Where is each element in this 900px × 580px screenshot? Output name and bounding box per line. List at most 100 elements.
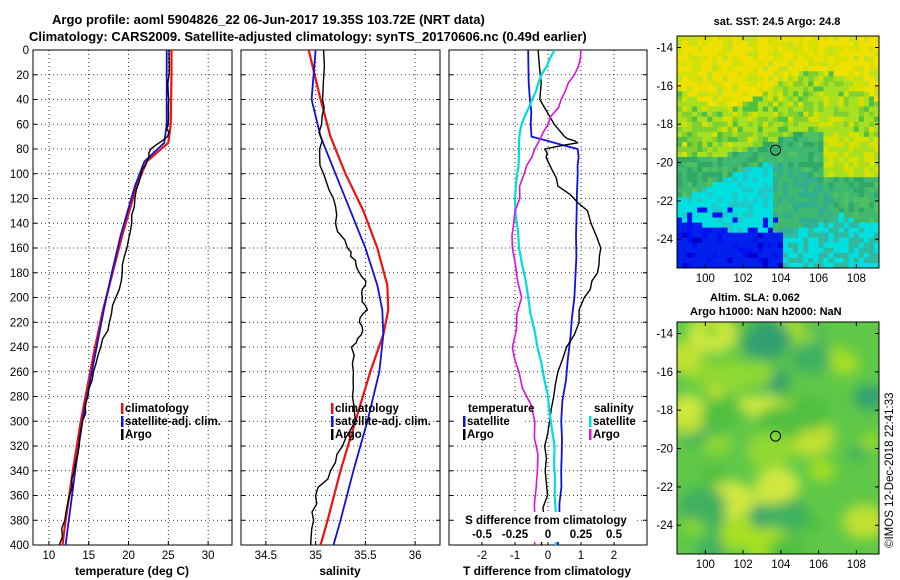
sst-cell <box>818 81 824 87</box>
sst-cell <box>813 237 819 244</box>
sst-cell <box>692 56 698 62</box>
sst-cell <box>793 247 799 254</box>
sst-cell <box>762 187 769 193</box>
sst-cell <box>732 61 738 67</box>
sst-cell <box>727 222 733 229</box>
sst-cell <box>757 162 764 168</box>
sla_map-ytick-label: -18 <box>656 405 673 417</box>
sst-cell <box>692 146 698 153</box>
sst-cell <box>788 46 794 52</box>
sst-cell <box>697 106 703 113</box>
temperature-ytick-label: 240 <box>10 342 29 354</box>
difference-temperature-satellite-line <box>527 50 580 545</box>
sst-cell <box>767 126 774 133</box>
sst-map-title: sat. SST: 24.5 Argo: 24.8 <box>714 16 841 28</box>
sst-cell <box>742 207 749 213</box>
sst-cell <box>707 136 713 143</box>
sst-cell <box>702 96 708 102</box>
sst-cell <box>843 207 850 213</box>
sst-cell <box>833 197 839 203</box>
sst-cell <box>778 61 784 67</box>
sst-cell <box>757 157 764 163</box>
sst-cell <box>752 187 759 193</box>
sst-cell <box>742 91 749 97</box>
sst-cell <box>788 257 794 264</box>
sst-cell <box>692 257 698 264</box>
sla_map-xtick-label: 100 <box>696 559 715 571</box>
difference-legend-swatch-temperature-satellite <box>463 416 466 427</box>
sst-cell <box>873 202 879 208</box>
sst-cell <box>843 212 850 218</box>
sst-cell <box>727 212 733 218</box>
sla-field <box>677 322 879 554</box>
sst-cell <box>687 101 693 108</box>
sst-cell <box>762 197 769 203</box>
sst-cell <box>767 192 774 198</box>
sst-cell <box>808 116 814 123</box>
sst-cell <box>737 167 744 173</box>
sst-cell <box>788 157 794 163</box>
sst-cell <box>687 81 693 87</box>
sst-cell <box>803 177 809 183</box>
sst-cell <box>752 242 759 249</box>
sst-cell <box>813 146 819 153</box>
sst-cell <box>712 101 718 108</box>
temperature-legend-swatch-climatology <box>121 403 124 414</box>
sst-cell <box>687 136 693 143</box>
sst-cell <box>808 172 814 178</box>
sst-cell <box>858 157 865 163</box>
sst-cell <box>843 242 850 249</box>
sst-cell <box>858 212 865 218</box>
sst-cell <box>818 197 824 203</box>
sst-cell <box>747 81 754 87</box>
sst-cell <box>722 152 728 158</box>
sst-cell <box>682 232 688 239</box>
sst-cell <box>747 36 754 42</box>
sst-cell <box>762 167 769 173</box>
sst-cell <box>798 46 804 52</box>
sst-cell <box>757 227 764 234</box>
sst-cell <box>767 217 774 224</box>
sst-cell <box>767 66 774 72</box>
sst-cell <box>752 131 759 138</box>
s-difference-tick-label: -0.5 <box>472 529 492 541</box>
sst-cell <box>757 96 764 102</box>
sst-cell <box>808 262 814 268</box>
sst-cell <box>838 217 845 224</box>
sst-cell <box>848 257 855 264</box>
sst-cell <box>858 36 865 42</box>
sst-cell <box>767 71 774 77</box>
sst-cell <box>747 76 754 82</box>
sst-cell <box>757 131 764 138</box>
sst-map-ticks: 100 102 104 106 108-14-16-18-20-22-24 <box>656 36 879 285</box>
sst-cell <box>722 212 728 218</box>
sst-cell <box>747 46 754 52</box>
sst-cell <box>783 76 789 82</box>
sst-cell <box>702 126 708 133</box>
sst-cell <box>823 91 829 97</box>
sst-cell <box>868 86 875 92</box>
sst-cell <box>717 257 723 264</box>
sst-cell <box>863 227 870 234</box>
sla-blob <box>762 496 809 534</box>
sst-cell <box>858 197 865 203</box>
sst-cell <box>727 227 733 234</box>
salinity-xtick-label: 35.5 <box>354 550 376 562</box>
s-difference-tick-label: -0.25 <box>502 529 529 541</box>
sst-cell <box>727 262 733 268</box>
legend-backdrop-salinity <box>585 399 643 441</box>
sst_map-xtick-label: 100 <box>696 273 715 285</box>
sst-cell <box>848 101 855 108</box>
sst-cell <box>702 66 708 72</box>
sst-cell <box>737 56 744 62</box>
sst-cell <box>858 182 865 188</box>
sst-cell <box>737 76 744 82</box>
sst-cell <box>772 177 779 183</box>
sst-cell <box>692 41 698 47</box>
sst-cell <box>823 66 829 72</box>
sst-cell <box>858 71 865 77</box>
sst-cell <box>813 162 819 168</box>
sst-cell <box>682 146 688 153</box>
sst-cell <box>863 167 870 173</box>
sst-cell <box>783 51 789 57</box>
